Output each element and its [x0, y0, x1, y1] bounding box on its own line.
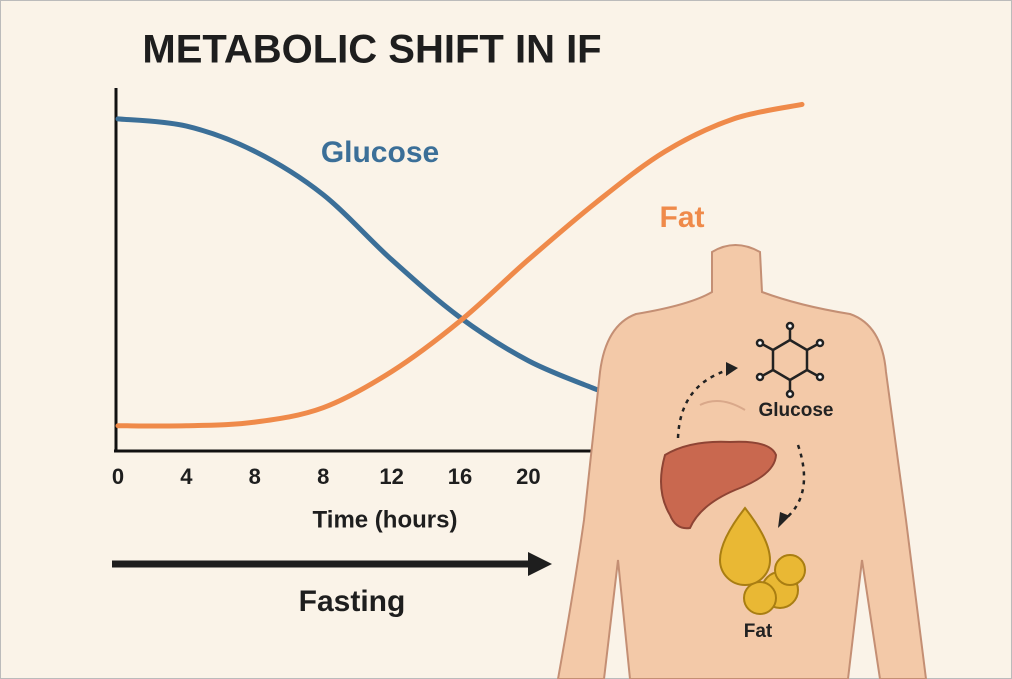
line [115, 101, 805, 429]
x-tick-label: 0 [112, 464, 124, 489]
glucose-molecule [755, 321, 825, 399]
fasting-label: Fasting [299, 585, 406, 618]
x-tick-label: 20 [516, 464, 540, 489]
body-illustration: Glucose Fat [556, 244, 928, 679]
x-tick-label: 8 [249, 464, 261, 489]
series-label: Fat [660, 201, 705, 234]
arrow-head [726, 362, 738, 376]
body-label: Fat [744, 621, 773, 642]
dashed-arrow [676, 368, 729, 439]
rib-line [699, 400, 746, 411]
x-tick-label: 4 [180, 464, 193, 489]
x-tick-label: 16 [448, 464, 472, 489]
liver [660, 440, 778, 530]
fat-globules [718, 506, 806, 615]
x-tick-label: 12 [379, 464, 403, 489]
chart-title: METABOLIC SHIFT IN IF [142, 28, 601, 72]
plot: 0 4 8 8 12 16 20 Glucose Fat [112, 101, 805, 489]
dashed-arrow [783, 444, 806, 521]
x-tick-label: 8 [317, 464, 329, 489]
series-label: Glucose [321, 136, 439, 169]
line [115, 116, 600, 393]
arrow-head [778, 512, 790, 528]
arrow-head [528, 552, 552, 576]
x-axis-title: Time (hours) [313, 506, 458, 533]
body-label: Glucose [759, 400, 834, 421]
